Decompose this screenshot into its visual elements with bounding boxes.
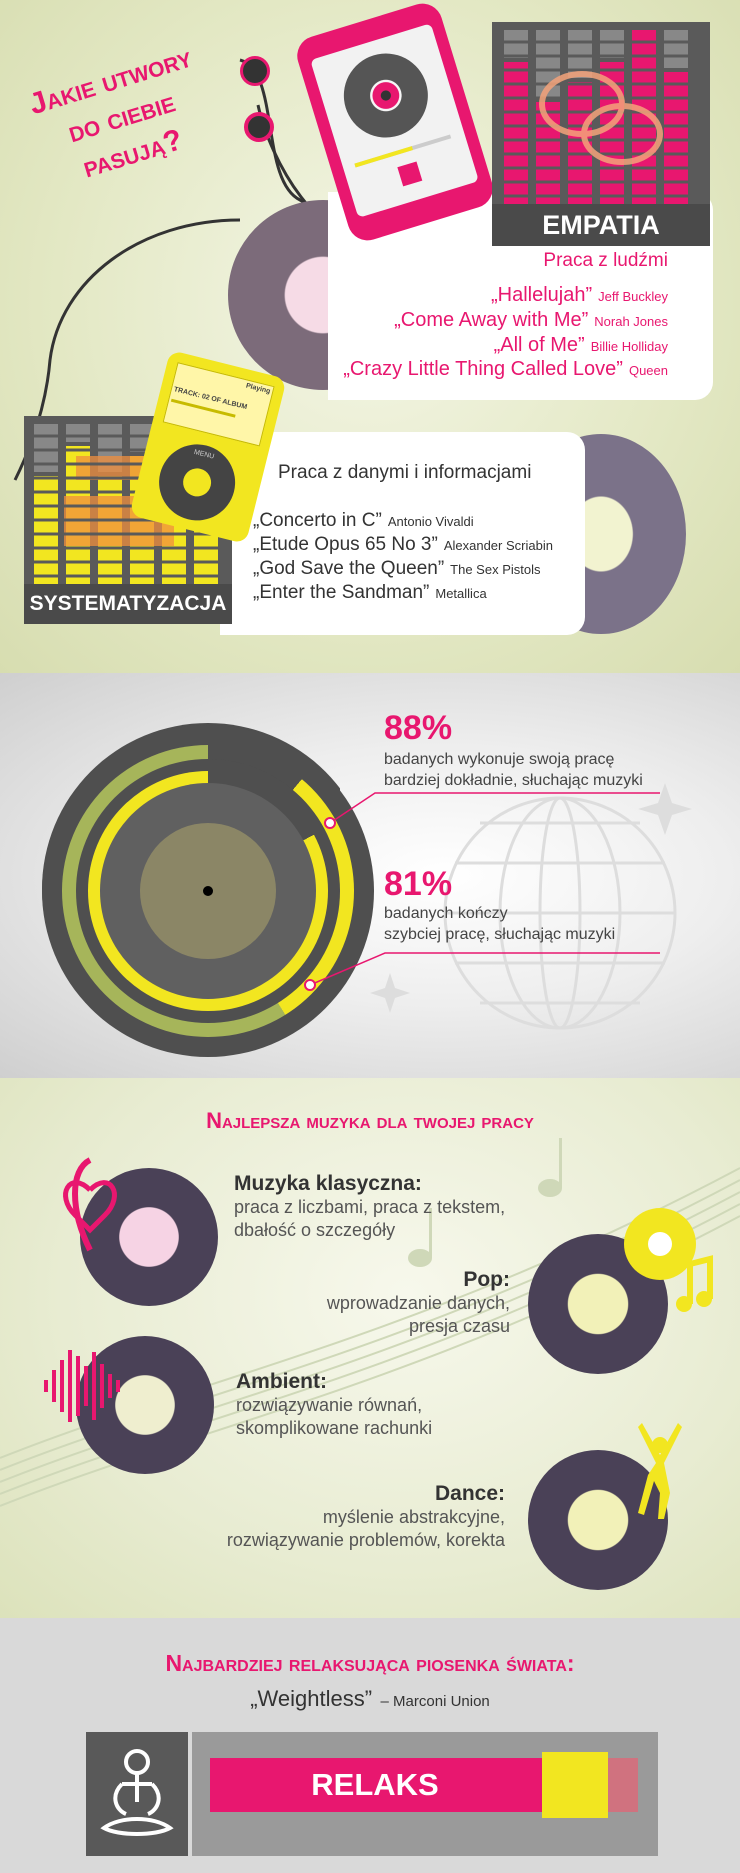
- equalizer-bars: [492, 30, 710, 204]
- vinyl-record: [528, 1450, 668, 1590]
- relax-title: Najbardziej relaksująca piosenka świata:: [165, 1650, 575, 1676]
- stat-81-value: 81%: [384, 865, 453, 903]
- systematyzacja-subtitle: Praca z danymi i informacjami: [278, 462, 532, 483]
- intro-section: Jakie utwory do ciebie pasują?: [0, 0, 740, 673]
- progress-slider[interactable]: [354, 134, 452, 168]
- player-menu-label: MENU: [193, 448, 215, 461]
- genre-ambient: Ambient: rozwiązywanie równań, skompliko…: [236, 1370, 433, 1438]
- speech-bubble-icon: [539, 71, 663, 165]
- genre-classical: Muzyka klasyczna: praca z liczbami, prac…: [234, 1172, 506, 1240]
- player-screen: Playing TRACK: 02 OF ALBUM: [162, 362, 275, 447]
- treble-clef-heart-icon: [63, 1157, 117, 1252]
- meditation-box: [86, 1732, 188, 1856]
- systematyzacja-card: [220, 432, 585, 635]
- vinyl-icon: [333, 43, 439, 148]
- vinyl-record: [76, 1336, 214, 1474]
- meditation-icon: [100, 1749, 174, 1836]
- relax-meter-label: RELAKS: [311, 1767, 439, 1802]
- song-line: „Etude Opus 65 No 3” Alexander Scriabin: [253, 534, 553, 555]
- stat-88-desc: badanych wykonuje swoją pracę bardziej d…: [384, 751, 643, 789]
- earbud-icon: [244, 112, 274, 142]
- best-music-title: Najlepsza muzyka dla twojej pracy: [206, 1108, 534, 1133]
- genre-pop: Pop: wprowadzanie danych, presja czasu: [326, 1268, 510, 1336]
- best-music-section: Najlepsza muzyka dla twojej pracy Muzyka…: [0, 1078, 740, 1618]
- empatia-equalizer: EMPATIA: [492, 22, 710, 246]
- relax-song: „Weightless” – Marconi Union: [250, 1686, 490, 1711]
- stat-81-desc: badanych kończy szybciej pracę, słuchają…: [384, 905, 616, 943]
- relax-meter: RELAKS: [192, 1732, 658, 1856]
- empatia-label: EMPATIA: [492, 204, 710, 246]
- record-spindle: [203, 886, 213, 896]
- vinyl-record: [80, 1168, 218, 1306]
- play-button[interactable]: [397, 161, 423, 187]
- song-line: „All of Me” Billie Holliday: [493, 334, 668, 356]
- song-line: „Enter the Sandman” Metallica: [253, 582, 487, 603]
- dancer-icon: [638, 1423, 682, 1519]
- relax-meter-knob: [542, 1752, 608, 1818]
- sparkle-icon: [370, 973, 410, 1013]
- song-line: „Come Away with Me” Norah Jones: [394, 309, 668, 331]
- earbud-icon: [240, 56, 270, 86]
- song-line: „God Save the Queen” The Sex Pistols: [253, 558, 541, 579]
- song-line: „Concerto in C” Antonio Vivaldi: [253, 510, 474, 531]
- pop-vinyl-note-icon: [624, 1208, 713, 1312]
- relax-meter-fill: [210, 1758, 587, 1812]
- relax-section: Najbardziej relaksująca piosenka świata:…: [0, 1618, 740, 1873]
- stat-88-value: 88%: [384, 709, 453, 747]
- player-wheel[interactable]: MENU: [151, 436, 244, 529]
- genre-dance: Dance: myślenie abstrakcyjne, rozwiązywa…: [226, 1482, 505, 1550]
- stats-section: 88% badanych wykonuje swoją pracę bardzi…: [0, 673, 740, 1078]
- disco-ball-icon: [443, 783, 692, 1030]
- player-center-button[interactable]: [180, 465, 215, 500]
- song-line: „Crazy Little Thing Called Love” Queen: [343, 358, 668, 380]
- song-line: „Hallelujah” Jeff Buckley: [490, 284, 668, 306]
- sound-wave-icon: [44, 1350, 120, 1422]
- systematyzacja-label: SYSTEMATYZACJA: [24, 584, 232, 624]
- callout-lines: [304, 792, 660, 991]
- empatia-subtitle: Praca z ludźmi: [543, 250, 668, 271]
